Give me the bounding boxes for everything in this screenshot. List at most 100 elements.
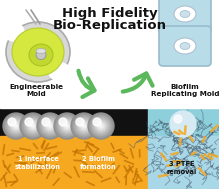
Bar: [0, 108, 148, 189]
Circle shape: [47, 123, 53, 129]
Circle shape: [93, 118, 101, 126]
Circle shape: [94, 119, 108, 133]
Circle shape: [14, 124, 18, 128]
Circle shape: [23, 116, 43, 136]
Ellipse shape: [174, 6, 196, 22]
Circle shape: [32, 125, 34, 127]
Circle shape: [49, 125, 51, 127]
Circle shape: [91, 116, 111, 136]
Circle shape: [25, 118, 33, 126]
Text: 3 PTFE
removal: 3 PTFE removal: [167, 161, 197, 175]
Circle shape: [27, 120, 39, 132]
Circle shape: [71, 113, 97, 139]
Circle shape: [92, 117, 110, 135]
Circle shape: [26, 119, 40, 133]
Circle shape: [97, 122, 105, 130]
Ellipse shape: [36, 49, 46, 53]
Circle shape: [30, 123, 36, 129]
Circle shape: [9, 119, 23, 133]
Circle shape: [40, 116, 60, 136]
Circle shape: [6, 116, 26, 136]
Circle shape: [73, 115, 95, 137]
Circle shape: [15, 125, 17, 127]
Circle shape: [74, 116, 94, 136]
Circle shape: [79, 121, 89, 131]
Ellipse shape: [180, 43, 190, 50]
Text: Bio-Replication: Bio-Replication: [53, 19, 167, 33]
Bar: [148, 136, 219, 189]
Circle shape: [38, 114, 62, 138]
Circle shape: [22, 115, 44, 137]
Circle shape: [100, 125, 102, 127]
Circle shape: [62, 121, 72, 131]
Bar: [0, 136, 148, 189]
Circle shape: [13, 123, 19, 129]
Circle shape: [60, 119, 74, 133]
Circle shape: [93, 118, 109, 134]
Circle shape: [46, 122, 54, 130]
Ellipse shape: [36, 50, 46, 60]
Circle shape: [59, 118, 75, 134]
Ellipse shape: [174, 38, 196, 54]
Circle shape: [170, 111, 196, 137]
Ellipse shape: [6, 22, 70, 82]
Circle shape: [12, 122, 20, 130]
Text: 2 Biofilm
formation: 2 Biofilm formation: [80, 156, 116, 170]
Circle shape: [78, 120, 90, 132]
Circle shape: [64, 123, 70, 129]
Circle shape: [39, 115, 61, 137]
Circle shape: [20, 113, 46, 139]
Circle shape: [58, 117, 76, 135]
Circle shape: [3, 113, 29, 139]
Circle shape: [77, 119, 91, 133]
Circle shape: [25, 118, 41, 134]
Ellipse shape: [4, 23, 24, 41]
FancyBboxPatch shape: [159, 26, 211, 66]
Circle shape: [31, 124, 35, 128]
Circle shape: [72, 114, 96, 138]
Circle shape: [45, 121, 55, 131]
Circle shape: [28, 121, 38, 131]
Bar: [0, 0, 219, 108]
FancyBboxPatch shape: [159, 0, 211, 34]
Circle shape: [82, 124, 86, 128]
Circle shape: [88, 113, 114, 139]
Circle shape: [83, 125, 85, 127]
Circle shape: [80, 122, 88, 130]
Circle shape: [5, 115, 27, 137]
Circle shape: [95, 120, 107, 132]
Circle shape: [8, 118, 24, 134]
Text: High Fidelity: High Fidelity: [62, 8, 158, 20]
Circle shape: [99, 124, 103, 128]
FancyArrowPatch shape: [123, 74, 153, 92]
Circle shape: [76, 118, 84, 126]
Circle shape: [41, 117, 59, 135]
Circle shape: [81, 123, 87, 129]
Circle shape: [76, 118, 92, 134]
Bar: [148, 108, 219, 189]
Circle shape: [63, 122, 71, 130]
Circle shape: [48, 124, 52, 128]
Circle shape: [4, 114, 28, 138]
Circle shape: [42, 118, 50, 126]
Circle shape: [29, 122, 37, 130]
Circle shape: [89, 114, 113, 138]
Circle shape: [98, 123, 104, 129]
Circle shape: [54, 113, 80, 139]
Ellipse shape: [49, 63, 71, 81]
Circle shape: [7, 117, 25, 135]
Circle shape: [8, 118, 16, 126]
Ellipse shape: [180, 11, 190, 18]
Text: Engineerable
Mold: Engineerable Mold: [9, 84, 63, 97]
Ellipse shape: [29, 44, 53, 66]
Circle shape: [10, 120, 22, 132]
Circle shape: [65, 124, 69, 128]
Circle shape: [75, 117, 93, 135]
Circle shape: [59, 118, 67, 126]
Circle shape: [57, 116, 77, 136]
FancyArrowPatch shape: [78, 71, 94, 97]
Circle shape: [24, 117, 42, 135]
Circle shape: [90, 115, 112, 137]
Circle shape: [37, 113, 63, 139]
Circle shape: [11, 121, 21, 131]
